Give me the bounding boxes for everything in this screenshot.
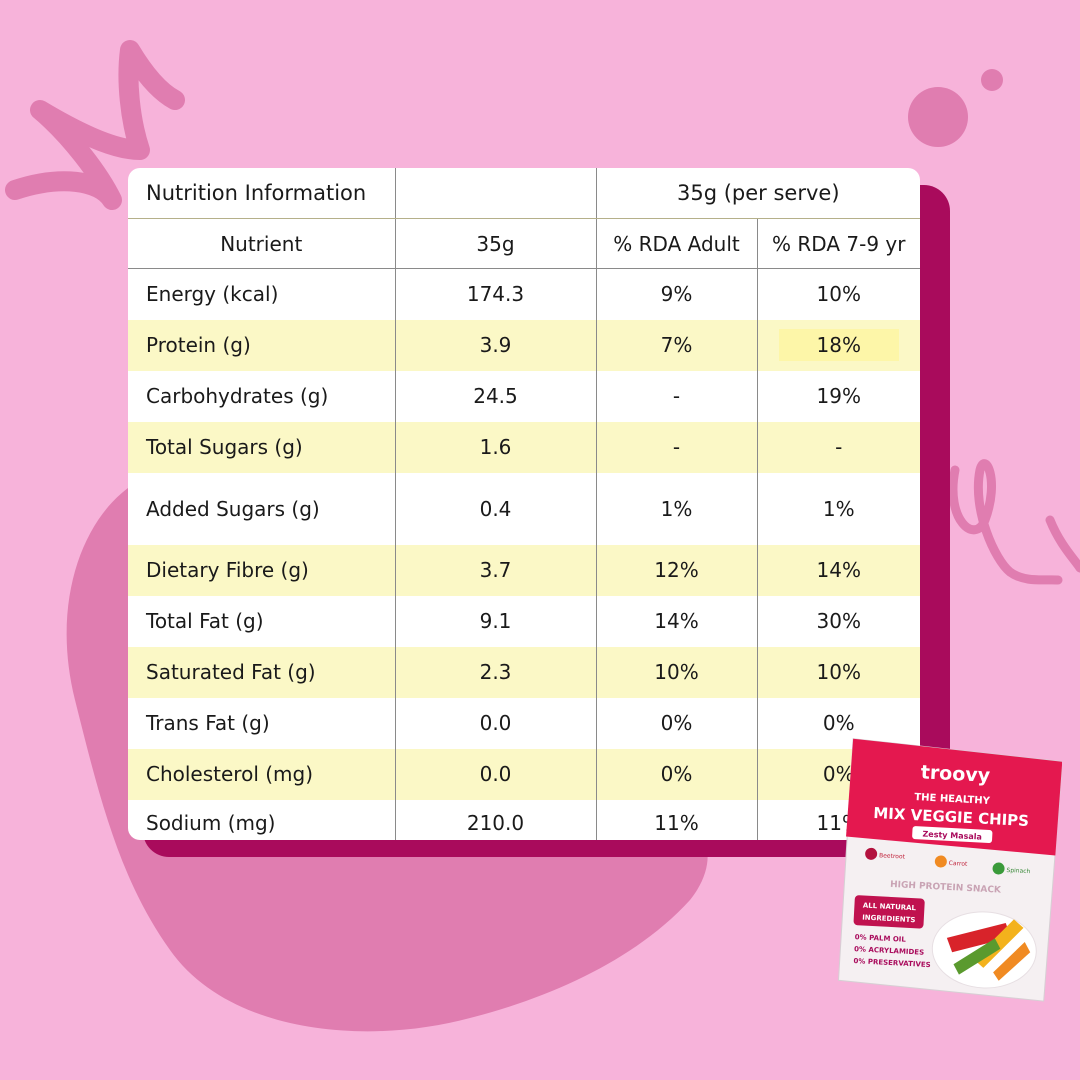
rda-adult-value: 0% bbox=[595, 748, 757, 800]
table-row: Saturated Fat (g) 2.3 10% 10% bbox=[128, 646, 920, 698]
nutrition-table: Nutrition Information 35g (per serve) Nu… bbox=[128, 168, 920, 840]
dot-large bbox=[908, 87, 968, 147]
pack-badge2: INGREDIENTS bbox=[862, 913, 916, 924]
rda-adult-value: - bbox=[595, 421, 757, 473]
rda-adult-value: 9% bbox=[595, 268, 757, 320]
header-serving: 35g (per serve) bbox=[595, 168, 920, 219]
nutrient-name: Dietary Fibre (g) bbox=[128, 544, 395, 596]
squiggle-top-left bbox=[5, 40, 185, 210]
chip-green bbox=[953, 938, 1001, 975]
header-row-columns: Nutrient 35g % RDA Adult % RDA 7-9 yr bbox=[128, 218, 920, 269]
amount-value: 0.4 bbox=[394, 472, 596, 545]
nutrient-name: Cholesterol (mg) bbox=[128, 748, 395, 800]
rda-child-value: 18% bbox=[756, 319, 920, 371]
rda-adult-value: - bbox=[595, 370, 757, 422]
amount-value: 1.6 bbox=[394, 421, 596, 473]
rda-child-highlight: 18% bbox=[778, 329, 899, 361]
rda-child-value: 19% bbox=[756, 370, 920, 422]
pack-badge1: ALL NATURAL bbox=[863, 901, 917, 912]
nutrient-name: Energy (kcal) bbox=[146, 282, 279, 307]
rda-child-value: - bbox=[756, 421, 920, 473]
dot-small bbox=[981, 69, 1003, 91]
table-row: Protein (g) 3.9 7% 18% bbox=[128, 319, 920, 371]
pack-veg1: Beetroot bbox=[879, 852, 906, 860]
amount-value: 0.0 bbox=[394, 697, 596, 749]
amount-value: 2.3 bbox=[394, 646, 596, 698]
pack-brand: troovy bbox=[920, 761, 991, 787]
pack-veg3: Spinach bbox=[1006, 867, 1030, 875]
rda-child-value: 1% bbox=[756, 472, 920, 545]
carrot-icon bbox=[934, 855, 947, 868]
nutrient-name: Trans Fat (g) bbox=[146, 711, 270, 735]
rda-child-value: 0% bbox=[756, 697, 920, 749]
pack-claim1: 0% PALM OIL bbox=[855, 933, 907, 944]
column-header-rda-child: % RDA 7-9 yr bbox=[756, 218, 920, 269]
nutrient-name: Carbohydrates (g) bbox=[146, 384, 329, 408]
pack-flavor-tag bbox=[912, 826, 993, 843]
rda-child-value: 30% bbox=[756, 595, 920, 647]
pack-veg2: Carrot bbox=[949, 860, 969, 868]
beetroot-icon bbox=[865, 847, 878, 860]
header-row-title: Nutrition Information 35g (per serve) bbox=[128, 168, 920, 219]
nutrient-name: Protein (g) bbox=[128, 319, 395, 371]
product-pack-image: troovy THE HEALTHY MIX VEGGIE CHIPS Zest… bbox=[838, 738, 1062, 1002]
amount-value: 0.0 bbox=[394, 748, 596, 800]
rda-child-value: 10% bbox=[756, 268, 920, 320]
rda-adult-value: 12% bbox=[595, 544, 757, 596]
table-row: Cholesterol (mg) 0.0 0% 0% bbox=[128, 748, 920, 800]
nutrient-name: Total Sugars (g) bbox=[128, 421, 395, 473]
rda-adult-value: 11% bbox=[595, 799, 757, 840]
pack-top-band bbox=[846, 738, 1062, 856]
rda-adult-value: 1% bbox=[595, 472, 757, 545]
nutrition-table-card: Nutrition Information 35g (per serve) Nu… bbox=[128, 168, 920, 840]
header-blank bbox=[394, 168, 596, 219]
amount-value: 3.7 bbox=[394, 544, 596, 596]
rda-child-value: 10% bbox=[756, 646, 920, 698]
rda-adult-value: 7% bbox=[595, 319, 757, 371]
nutrient-name: Added Sugars (g) bbox=[146, 496, 320, 521]
column-header-amount: 35g bbox=[394, 218, 596, 269]
rda-child-value: 14% bbox=[756, 544, 920, 596]
ribbon-tail-right bbox=[1045, 515, 1080, 573]
rda-adult-value: 14% bbox=[595, 595, 757, 647]
ribbon-loop-right bbox=[948, 459, 1063, 585]
rda-adult-value: 10% bbox=[595, 646, 757, 698]
amount-value: 24.5 bbox=[394, 370, 596, 422]
table-row: Energy (kcal) 174.3 9% 10% bbox=[128, 268, 920, 320]
pack-flavor: Zesty Masala bbox=[922, 830, 982, 842]
rda-adult-value: 0% bbox=[595, 697, 757, 749]
table-row: Carbohydrates (g) 24.5 - 19% bbox=[128, 370, 920, 422]
column-header-nutrient: Nutrient bbox=[128, 218, 395, 269]
nutrient-name: Total Fat (g) bbox=[146, 609, 264, 633]
amount-value: 174.3 bbox=[394, 268, 596, 320]
table-row: Added Sugars (g) 0.4 1% 1% bbox=[128, 472, 920, 545]
nutrient-name: Saturated Fat (g) bbox=[128, 646, 395, 698]
table-row: Sodium (mg) 210.0 11% 11% bbox=[128, 799, 920, 840]
amount-value: 9.1 bbox=[394, 595, 596, 647]
pack-line1: THE HEALTHY bbox=[914, 792, 991, 807]
pack-claim2: 0% ACRYLAMIDES bbox=[854, 945, 924, 957]
chip-orange bbox=[993, 941, 1031, 981]
amount-value: 210.0 bbox=[394, 799, 596, 840]
table-row: Trans Fat (g) 0.0 0% 0% bbox=[128, 697, 920, 749]
chip-red bbox=[946, 922, 1011, 953]
nutrient-name: Sodium (mg) bbox=[146, 810, 276, 835]
pack-badge-bg bbox=[853, 895, 925, 929]
amount-value: 3.9 bbox=[394, 319, 596, 371]
column-header-rda-adult: % RDA Adult bbox=[595, 218, 757, 269]
header-title: Nutrition Information bbox=[128, 168, 395, 219]
spinach-icon bbox=[992, 862, 1005, 875]
table-row: Total Sugars (g) 1.6 - - bbox=[128, 421, 920, 473]
table-row: Dietary Fibre (g) 3.7 12% 14% bbox=[128, 544, 920, 596]
table-row: Total Fat (g) 9.1 14% 30% bbox=[128, 595, 920, 647]
